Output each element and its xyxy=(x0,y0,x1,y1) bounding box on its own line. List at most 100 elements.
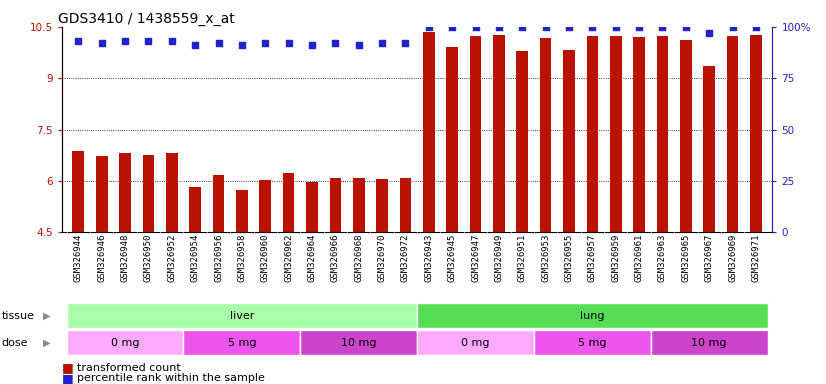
Point xyxy=(235,42,249,48)
Point xyxy=(679,24,692,30)
Bar xyxy=(67,303,417,328)
Text: GSM326952: GSM326952 xyxy=(168,234,176,282)
Text: 0 mg: 0 mg xyxy=(111,338,140,348)
Bar xyxy=(259,180,271,232)
Text: GSM326949: GSM326949 xyxy=(495,234,503,282)
Bar xyxy=(189,187,201,232)
Point xyxy=(656,24,669,30)
Bar xyxy=(183,330,301,355)
Point xyxy=(469,24,482,30)
Text: GSM326954: GSM326954 xyxy=(191,234,200,282)
Point xyxy=(352,42,365,48)
Bar xyxy=(67,330,183,355)
Text: percentile rank within the sample: percentile rank within the sample xyxy=(77,373,264,383)
Point xyxy=(633,24,646,30)
Point xyxy=(306,42,319,48)
Text: GSM326955: GSM326955 xyxy=(564,234,573,282)
Text: GSM326970: GSM326970 xyxy=(377,234,387,282)
Text: GSM326945: GSM326945 xyxy=(448,234,457,282)
Point xyxy=(445,24,458,30)
Bar xyxy=(73,151,84,232)
Bar xyxy=(680,40,691,232)
Point xyxy=(492,24,506,30)
Point xyxy=(72,38,85,44)
Point xyxy=(515,24,529,30)
Text: GSM326964: GSM326964 xyxy=(307,234,316,282)
Bar xyxy=(96,156,107,232)
Text: GSM326951: GSM326951 xyxy=(518,234,527,282)
Bar xyxy=(376,179,388,232)
Point xyxy=(539,24,553,30)
Bar xyxy=(563,50,575,232)
Text: GSM326966: GSM326966 xyxy=(331,234,339,282)
Bar xyxy=(119,153,131,232)
Text: GDS3410 / 1438559_x_at: GDS3410 / 1438559_x_at xyxy=(59,12,235,26)
Text: GSM326961: GSM326961 xyxy=(634,234,643,282)
Bar xyxy=(586,36,598,232)
Text: GSM326948: GSM326948 xyxy=(121,234,130,282)
Point xyxy=(212,40,225,46)
Text: GSM326947: GSM326947 xyxy=(471,234,480,282)
Text: GSM326971: GSM326971 xyxy=(752,234,761,282)
Text: ▶: ▶ xyxy=(43,311,50,321)
Bar xyxy=(493,35,505,232)
Text: GSM326957: GSM326957 xyxy=(588,234,597,282)
Bar xyxy=(417,303,767,328)
Bar xyxy=(727,36,738,232)
Text: 10 mg: 10 mg xyxy=(341,338,377,348)
Bar xyxy=(330,178,341,232)
Point xyxy=(118,38,131,44)
Point xyxy=(95,40,108,46)
Bar xyxy=(446,47,458,232)
Bar xyxy=(534,330,651,355)
Text: transformed count: transformed count xyxy=(77,363,181,373)
Bar xyxy=(417,330,534,355)
Bar xyxy=(282,174,294,232)
Bar xyxy=(166,153,178,232)
Point xyxy=(188,42,202,48)
Text: GSM326967: GSM326967 xyxy=(705,234,714,282)
Text: ▶: ▶ xyxy=(43,338,50,348)
Text: GSM326943: GSM326943 xyxy=(425,234,434,282)
Text: GSM326965: GSM326965 xyxy=(681,234,691,282)
Point xyxy=(376,40,389,46)
Bar xyxy=(212,175,225,232)
Point xyxy=(726,24,739,30)
Point xyxy=(329,40,342,46)
Text: GSM326953: GSM326953 xyxy=(541,234,550,282)
Text: GSM326972: GSM326972 xyxy=(401,234,410,282)
Point xyxy=(142,38,155,44)
Bar xyxy=(236,190,248,232)
Text: GSM326960: GSM326960 xyxy=(261,234,270,282)
Text: GSM326958: GSM326958 xyxy=(237,234,246,282)
Bar xyxy=(516,51,528,232)
Point xyxy=(399,40,412,46)
Bar xyxy=(704,66,715,232)
Text: GSM326962: GSM326962 xyxy=(284,234,293,282)
Bar xyxy=(750,35,762,232)
Text: 0 mg: 0 mg xyxy=(461,338,490,348)
Text: GSM326946: GSM326946 xyxy=(97,234,107,282)
Text: ■: ■ xyxy=(62,361,74,374)
Bar xyxy=(306,182,318,232)
Bar xyxy=(540,38,552,232)
Bar xyxy=(353,178,364,232)
Text: GSM326944: GSM326944 xyxy=(74,234,83,282)
Bar xyxy=(651,330,767,355)
Point xyxy=(165,38,178,44)
Text: tissue: tissue xyxy=(2,311,35,321)
Bar xyxy=(634,37,645,232)
Bar xyxy=(610,36,622,232)
Bar xyxy=(657,36,668,232)
Point xyxy=(282,40,295,46)
Text: GSM326956: GSM326956 xyxy=(214,234,223,282)
Text: GSM326963: GSM326963 xyxy=(658,234,667,282)
Bar xyxy=(301,330,417,355)
Bar xyxy=(143,155,154,232)
Text: 5 mg: 5 mg xyxy=(578,338,606,348)
Point xyxy=(703,30,716,36)
Text: GSM326959: GSM326959 xyxy=(611,234,620,282)
Text: GSM326968: GSM326968 xyxy=(354,234,363,282)
Bar xyxy=(423,32,434,232)
Text: liver: liver xyxy=(230,311,254,321)
